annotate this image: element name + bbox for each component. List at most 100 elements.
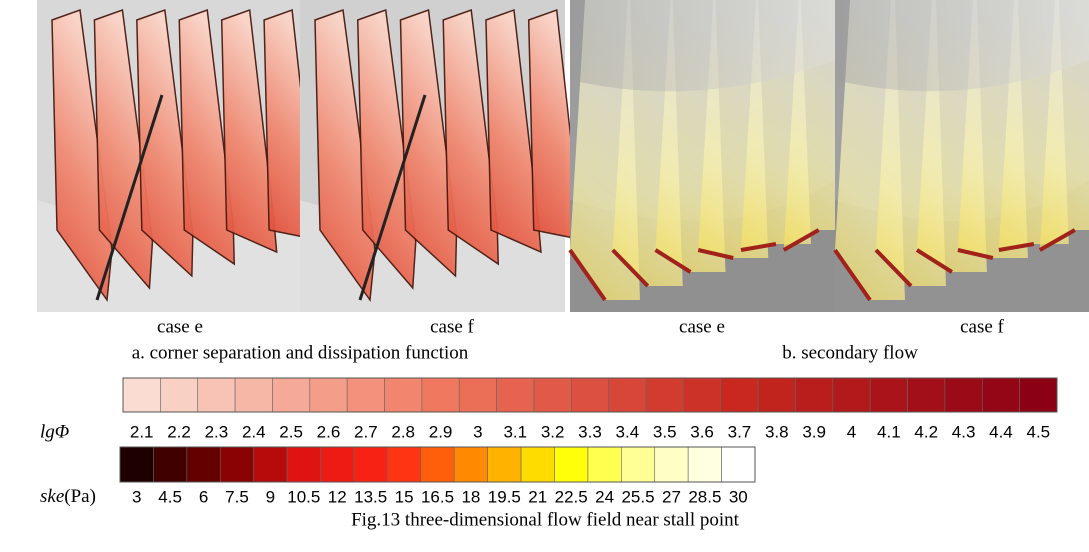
colorbar-cell xyxy=(487,446,522,483)
colorbar-tick-label: 25.5 xyxy=(621,487,654,506)
blade xyxy=(136,8,194,278)
colorbar-tick-label: 2.4 xyxy=(242,422,266,441)
colorbar-cell xyxy=(533,377,572,413)
colorbar-tick-label: 9 xyxy=(266,487,275,506)
colorbar-unit: (Pa) xyxy=(64,486,96,507)
colorbar-tick-label: 3.5 xyxy=(653,422,677,441)
colorbar-tick-label: 3 xyxy=(473,422,482,441)
blade-edge xyxy=(611,248,650,288)
blade-edge xyxy=(568,248,607,302)
panels xyxy=(37,0,1089,312)
blade-edge xyxy=(915,248,953,274)
colorbar-tick-label: 7.5 xyxy=(225,487,249,506)
colorbar-tick-label: 3.8 xyxy=(765,422,789,441)
colorbar-tick-label: 3.4 xyxy=(616,422,640,441)
blade xyxy=(442,8,500,266)
colorbar-cell xyxy=(253,446,288,483)
colorbar-tick-label: 2.8 xyxy=(391,422,415,441)
colorbar-label: lgΦ xyxy=(40,421,69,442)
colorbar-cell xyxy=(621,446,656,483)
colorbar-tick-label: 2.3 xyxy=(205,422,229,441)
panel-caption: a. corner separation and dissipation fun… xyxy=(132,342,469,363)
colorbar-cell xyxy=(832,377,871,413)
colorbar-cell xyxy=(420,446,455,483)
colorbar-cell xyxy=(458,377,497,413)
colorbar-label: ske(Pa) xyxy=(40,486,96,507)
colorbar-cell xyxy=(320,446,355,483)
colorbar-tick-label: 4.2 xyxy=(914,422,938,441)
blade-edge xyxy=(998,242,1035,252)
blade-edge xyxy=(1038,228,1076,252)
colorbar-cell xyxy=(721,446,756,483)
colorbar-tick-label: 3.1 xyxy=(503,422,527,441)
case-label: case e xyxy=(679,316,725,337)
colorbar-cell xyxy=(387,446,422,483)
colorbar-cell xyxy=(286,446,321,483)
colorbar-tick-label: 16.5 xyxy=(421,487,454,506)
colorbar-cell xyxy=(720,377,759,413)
colorbar-tick-label: 2.7 xyxy=(354,422,378,441)
colorbar-cell xyxy=(687,446,722,483)
colorbar-tick-label: 3.3 xyxy=(578,422,602,441)
blade xyxy=(220,8,278,254)
colorbar-cell xyxy=(907,377,946,413)
flow-image xyxy=(833,0,1089,312)
figure-caption: Fig.13 three-dimensional flow field near… xyxy=(351,509,740,530)
colorbar-tick-label: 4.4 xyxy=(989,422,1013,441)
colorbar-tick-label: 2.2 xyxy=(167,422,191,441)
colorbar-cell xyxy=(160,377,199,413)
shaft-line xyxy=(358,94,427,301)
colorbar-tick-label: 18 xyxy=(461,487,480,506)
colorbar-cell xyxy=(554,446,589,483)
blade xyxy=(485,8,542,254)
colorbar-tick-label: 3.6 xyxy=(690,422,714,441)
blade-edge xyxy=(957,248,994,260)
colorbar-tick-label: 10.5 xyxy=(287,487,320,506)
colorbar-cell xyxy=(981,377,1020,413)
blade-edge xyxy=(833,248,872,302)
colorbar-tick-label: 27 xyxy=(662,487,681,506)
colorbar-tick-label: 4 xyxy=(847,422,856,441)
colorbar-tick-label: 12 xyxy=(328,487,347,506)
colorbar-frame xyxy=(119,446,756,483)
colorbar-cell xyxy=(571,377,609,413)
blade-edge xyxy=(782,228,820,252)
flow-image xyxy=(568,0,854,312)
case-label: case e xyxy=(157,316,203,337)
blade-edge xyxy=(697,248,734,260)
blade xyxy=(399,8,458,278)
colorbar-tick-label: 13.5 xyxy=(354,487,387,506)
colorbar-tick-label: 19.5 xyxy=(488,487,521,506)
colorbar-cell xyxy=(197,377,236,413)
colorbar-tick-label: 2.6 xyxy=(317,422,341,441)
blade-edge xyxy=(874,248,913,288)
blade-edge xyxy=(654,248,692,274)
colorbar-cell xyxy=(944,377,983,413)
case-label: case f xyxy=(960,316,1004,337)
colorbar-cell xyxy=(272,377,311,413)
colorbar-cell xyxy=(869,377,908,413)
colorbar-cell xyxy=(219,446,254,483)
colorbar-cell xyxy=(119,446,154,483)
colorbar-tick-label: 22.5 xyxy=(555,487,588,506)
colorbar-cell xyxy=(186,446,221,483)
colorbar-tick-label: 2.5 xyxy=(279,422,303,441)
case-label: case f xyxy=(430,316,474,337)
colorbar-cell xyxy=(683,377,722,413)
flow-image xyxy=(37,0,321,312)
colorbar-tick-label: 24 xyxy=(595,487,614,506)
blade xyxy=(314,8,376,303)
colorbar-cell xyxy=(122,377,161,413)
colorbar-tick-label: 4.5 xyxy=(1026,422,1050,441)
colorbar-cell xyxy=(608,377,647,413)
colorbar-label-name: ske xyxy=(40,486,64,507)
blade xyxy=(178,8,236,266)
colorbar-cell xyxy=(757,377,796,413)
hub-shade xyxy=(570,0,835,92)
colorbar-tick-label: 2.9 xyxy=(429,422,453,441)
colorbar-tick-label: 3.2 xyxy=(541,422,565,441)
colorbar-tick-label: 6 xyxy=(199,487,208,506)
colorbar-tick-label: 28.5 xyxy=(688,487,721,506)
colorbar-cell xyxy=(346,377,385,413)
